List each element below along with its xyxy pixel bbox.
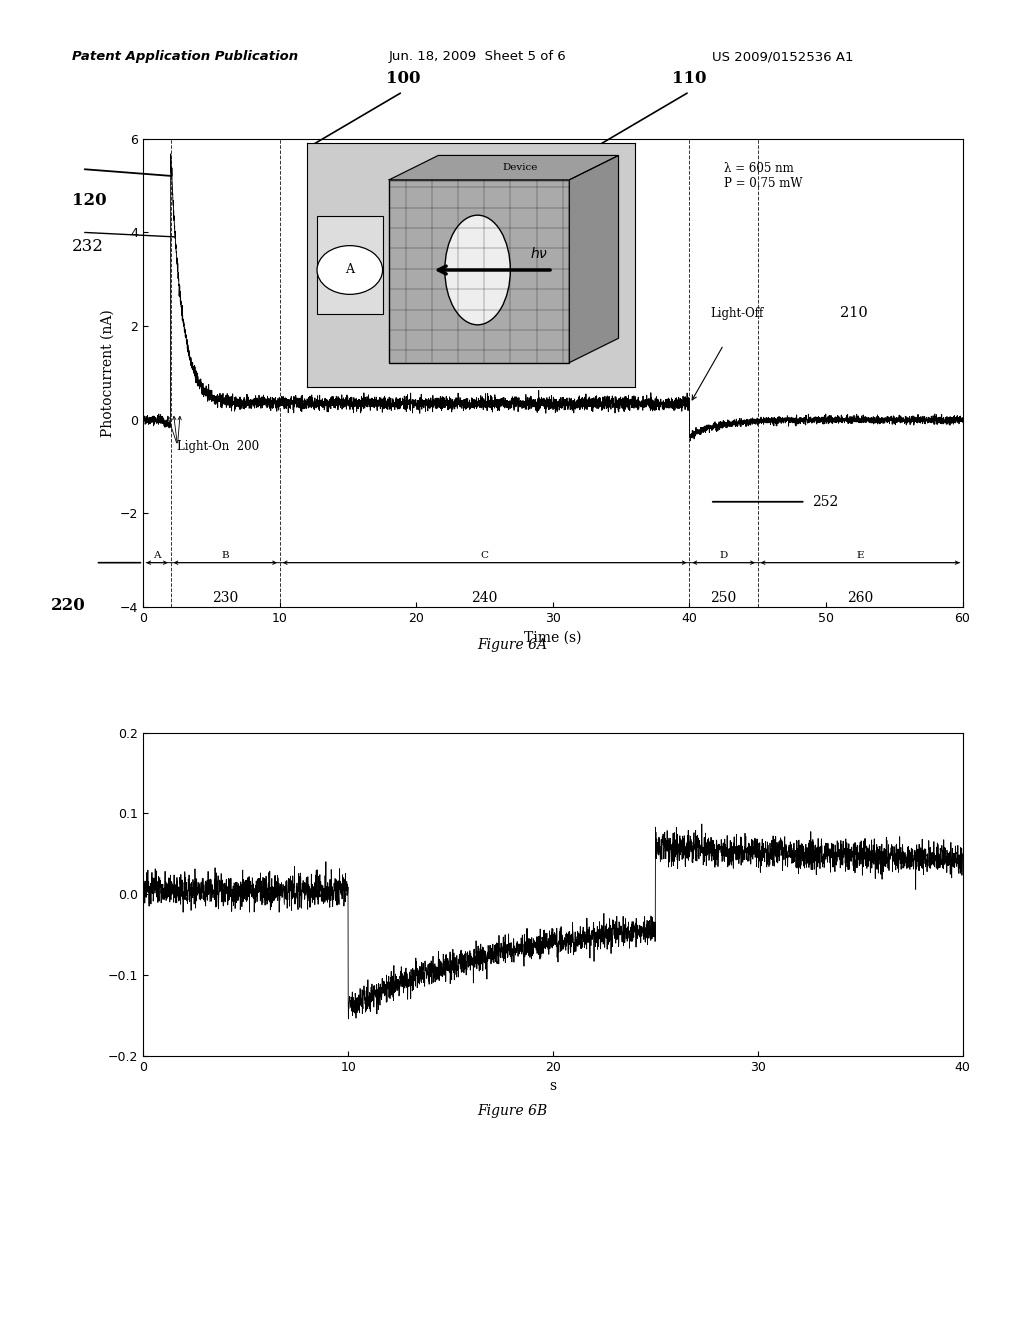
Text: 110: 110 — [672, 70, 707, 87]
Text: E: E — [856, 552, 864, 560]
Text: 100: 100 — [385, 70, 420, 87]
Text: Figure 6A: Figure 6A — [477, 639, 547, 652]
Text: λ = 605 nm
P = 0.75 mW: λ = 605 nm P = 0.75 mW — [724, 162, 802, 190]
Text: Patent Application Publication: Patent Application Publication — [72, 50, 298, 63]
Text: Jun. 18, 2009  Sheet 5 of 6: Jun. 18, 2009 Sheet 5 of 6 — [389, 50, 567, 63]
X-axis label: Time (s): Time (s) — [524, 631, 582, 644]
Text: A: A — [154, 552, 161, 560]
Text: 250: 250 — [711, 591, 736, 605]
Text: 260: 260 — [847, 591, 873, 605]
Text: 232: 232 — [72, 238, 103, 255]
Text: 120: 120 — [72, 191, 106, 209]
Text: Figure 6B: Figure 6B — [477, 1105, 547, 1118]
Text: Light-On  200: Light-On 200 — [177, 440, 260, 453]
Text: 220: 220 — [51, 597, 86, 614]
Text: C: C — [480, 552, 488, 560]
Text: US 2009/0152536 A1: US 2009/0152536 A1 — [712, 50, 853, 63]
Y-axis label: Photocurrent (nA): Photocurrent (nA) — [100, 309, 115, 437]
Text: D: D — [720, 552, 728, 560]
Text: 240: 240 — [471, 591, 498, 605]
Text: Light-Off: Light-Off — [710, 306, 763, 319]
Text: 230: 230 — [212, 591, 239, 605]
Text: B: B — [221, 552, 229, 560]
Text: 252: 252 — [812, 495, 839, 508]
Text: 210: 210 — [840, 306, 867, 319]
X-axis label: s: s — [550, 1080, 556, 1093]
